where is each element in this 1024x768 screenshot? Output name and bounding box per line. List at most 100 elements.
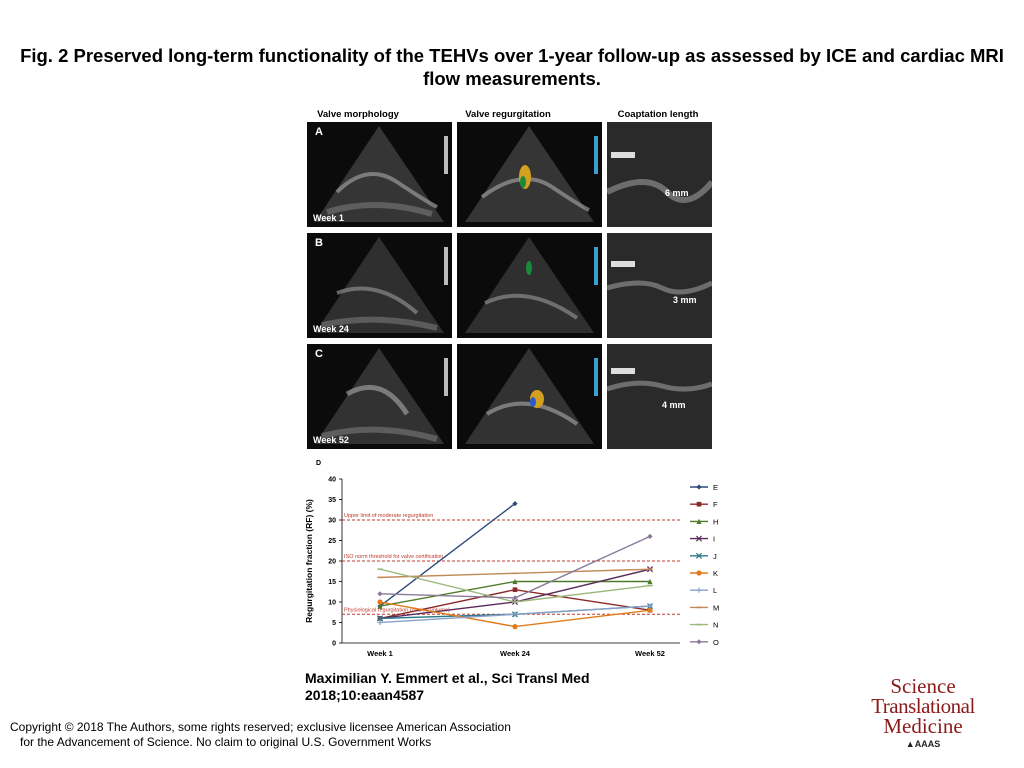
x-tick-label: Week 1 bbox=[367, 649, 393, 658]
ultrasound-sector bbox=[465, 237, 598, 333]
data-point-K bbox=[647, 607, 653, 613]
logo-line-1: Science bbox=[890, 674, 956, 698]
data-point-O bbox=[377, 591, 383, 597]
citation: Maximilian Y. Emmert et al., Sci Transl … bbox=[305, 670, 590, 704]
column-header-regurgitation: Valve regurgitation bbox=[465, 109, 551, 120]
data-point-L bbox=[512, 611, 518, 617]
panel-week-label: Week 52 bbox=[313, 435, 349, 445]
legend-marker-J bbox=[695, 552, 703, 559]
legend-label-O: O bbox=[713, 638, 719, 647]
publisher-name: AAAS bbox=[914, 739, 941, 749]
data-point-H bbox=[647, 578, 653, 585]
logo-line-3: Medicine bbox=[883, 714, 963, 738]
ultrasound-zoom bbox=[607, 344, 712, 449]
x-tick-label: Week 52 bbox=[635, 649, 665, 658]
data-point-H bbox=[512, 578, 518, 585]
legend-label-E: E bbox=[713, 483, 718, 492]
legend-marker-F bbox=[696, 501, 702, 507]
y-tick-label: 35 bbox=[328, 497, 336, 504]
y-tick-label: 40 bbox=[328, 477, 336, 484]
axes: 0 5 10 15 20 25 30 35 40 Week 1 Week 24 Week 52 bbox=[328, 477, 680, 658]
legend-marker-O bbox=[696, 639, 702, 645]
series-lines bbox=[376, 501, 654, 630]
ice-image-regurgitation-week1 bbox=[457, 122, 602, 227]
coaptation-measurement: 4 mm bbox=[662, 400, 686, 410]
data-point-N bbox=[647, 584, 653, 587]
ice-image-morphology-week1: A Week 1 bbox=[307, 122, 452, 227]
y-tick-label: 30 bbox=[328, 518, 336, 525]
legend-label-J: J bbox=[713, 552, 717, 561]
logo-line-2: Translational bbox=[871, 694, 975, 718]
copyright-line-2: for the Advancement of Science. No claim… bbox=[20, 735, 432, 749]
legend-marker-I bbox=[695, 535, 703, 542]
citation-line-1: Maximilian Y. Emmert et al., Sci Transl … bbox=[305, 670, 590, 686]
ultrasound-sector bbox=[315, 237, 448, 333]
data-point-L bbox=[377, 619, 383, 626]
legend-label-L: L bbox=[713, 586, 717, 595]
journal-logo: Science Translational Medicine ▲AAAS bbox=[868, 674, 978, 750]
citation-line-2: 2018;10:eaan4587 bbox=[305, 687, 425, 703]
reference-line-label: Upper limit of moderate regurgitation bbox=[344, 513, 433, 519]
column-header-coaptation: Coaptation length bbox=[617, 109, 699, 120]
reference-line-label: Physiological regurgitation (closing vol… bbox=[344, 607, 450, 613]
ultrasound-sector bbox=[465, 348, 598, 444]
coaptation-measurement: 3 mm bbox=[673, 295, 697, 305]
ice-image-coaptation-week1: 6 mm bbox=[607, 122, 712, 227]
ultrasound-sector bbox=[315, 126, 448, 222]
y-tick-label: 0 bbox=[332, 641, 336, 648]
ultrasound-sector bbox=[315, 348, 448, 444]
legend-marker-L bbox=[696, 587, 702, 593]
column-header-morphology: Valve morphology bbox=[317, 109, 399, 120]
legend-label-K: K bbox=[713, 569, 718, 578]
panel-week-label: Week 24 bbox=[313, 324, 349, 334]
panel-letter-d: D bbox=[316, 460, 321, 467]
data-point-L bbox=[647, 603, 653, 609]
copyright-notice: Copyright © 2018 The Authors, some right… bbox=[10, 720, 511, 750]
panel-letter: A bbox=[315, 126, 323, 138]
panel-letter: B bbox=[315, 237, 323, 249]
panel-letter: C bbox=[315, 348, 323, 360]
publisher-mark: ▲AAAS bbox=[905, 739, 941, 749]
ultrasound-zoom bbox=[607, 233, 712, 338]
y-tick-label: 10 bbox=[328, 600, 336, 607]
y-axis-label: Regurgitation fraction (RF) (%) bbox=[304, 499, 314, 623]
coaptation-measurement: 6 mm bbox=[665, 188, 689, 198]
legend-label-F: F bbox=[713, 500, 718, 509]
data-point-M bbox=[377, 576, 383, 579]
ice-image-morphology-week24: B Week 24 bbox=[307, 233, 452, 338]
legend-label-N: N bbox=[713, 621, 718, 630]
y-tick-label: 15 bbox=[328, 579, 336, 586]
legend-marker-M bbox=[696, 606, 702, 609]
data-point-M bbox=[512, 572, 518, 575]
data-point-N bbox=[512, 601, 518, 603]
data-point-F bbox=[512, 587, 518, 593]
reference-line-label: ISO norm threshold for valve certificati… bbox=[344, 554, 443, 560]
legend-label-I: I bbox=[713, 535, 715, 544]
ultrasound-zoom bbox=[607, 122, 712, 227]
ice-image-regurgitation-week52 bbox=[457, 344, 602, 449]
ice-image-coaptation-week24: 3 mm bbox=[607, 233, 712, 338]
y-tick-label: 25 bbox=[328, 538, 336, 545]
regurgitation-fraction-chart: D Regurgitation fraction (RF) (%) 0 5 10 15… bbox=[300, 455, 730, 660]
figure-title: Fig. 2 Preserved long-term functionality… bbox=[20, 45, 1004, 89]
legend-marker-H bbox=[696, 518, 702, 524]
data-point-K bbox=[377, 599, 383, 605]
data-point-N bbox=[377, 568, 383, 570]
ultrasound-sector bbox=[465, 126, 598, 222]
legend-label-M: M bbox=[713, 603, 719, 612]
data-point-H bbox=[377, 603, 383, 609]
data-point-O bbox=[647, 533, 653, 539]
ice-image-regurgitation-week24 bbox=[457, 233, 602, 338]
chart-svg: D Regurgitation fraction (RF) (%) 0 5 10 15… bbox=[304, 460, 719, 658]
series-line-E bbox=[379, 503, 516, 607]
data-point-J bbox=[376, 615, 384, 622]
copyright-line-1: Copyright © 2018 The Authors, some right… bbox=[10, 720, 511, 734]
ice-image-morphology-week52: C Week 52 bbox=[307, 344, 452, 449]
legend-label-H: H bbox=[713, 517, 718, 526]
panel-week-label: Week 1 bbox=[313, 213, 344, 223]
reference-lines: Upper limit of moderate regurgitation ISO… bbox=[342, 513, 680, 615]
ice-image-coaptation-week52: 4 mm bbox=[607, 344, 712, 449]
x-tick-label: Week 24 bbox=[500, 649, 531, 658]
legend-marker-E bbox=[696, 484, 702, 490]
